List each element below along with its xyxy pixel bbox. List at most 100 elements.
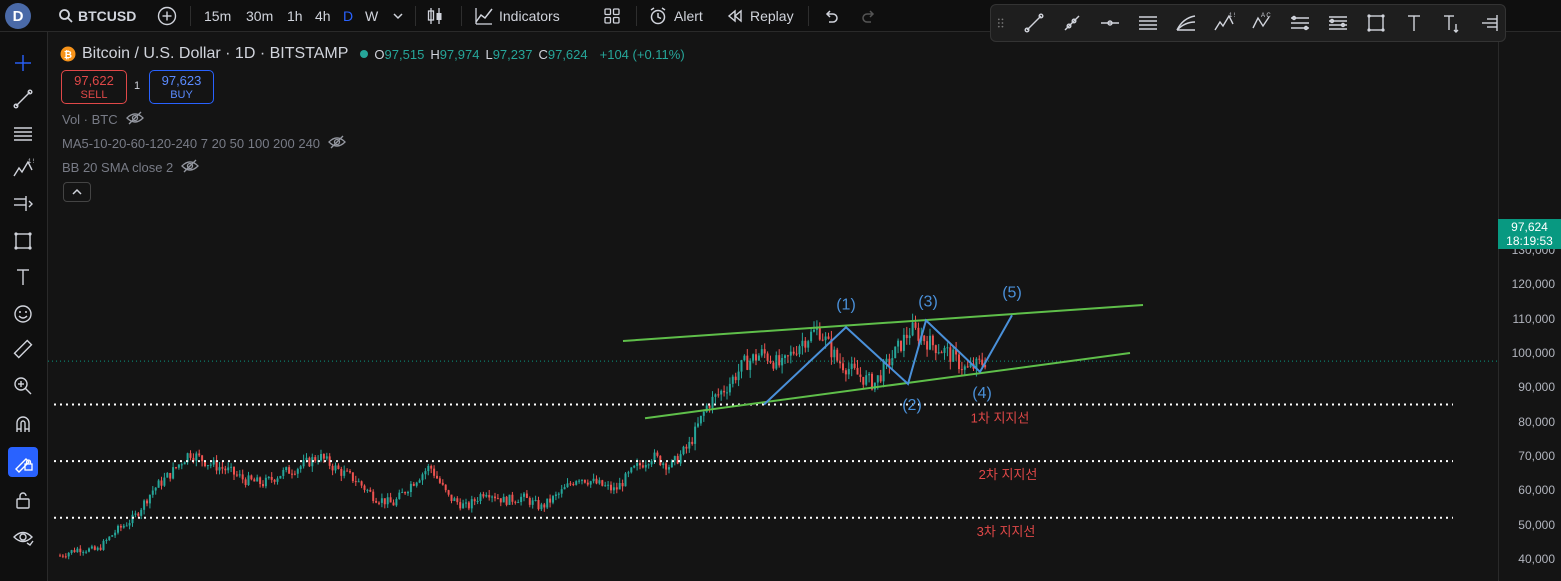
candle-body <box>740 360 743 372</box>
sidebar-tool-trend-line[interactable] <box>8 84 38 114</box>
draw-tool-pitchfork[interactable] <box>1173 10 1199 36</box>
sell-button[interactable]: 97,622 SELL <box>61 70 127 104</box>
symbol-title[interactable]: Bitcoin / U.S. Dollar · 1D · BITSTAMP <box>82 45 349 62</box>
interval-1h[interactable]: 1h <box>287 8 303 24</box>
candle-body <box>215 460 218 471</box>
candle-body <box>456 498 459 503</box>
user-avatar[interactable]: D <box>5 3 31 29</box>
sidebar-tool-crosshair[interactable] <box>8 48 38 78</box>
price-tick: 120,000 <box>1511 277 1555 292</box>
draw-tool-trend-line[interactable] <box>1021 10 1047 36</box>
eye-hidden-icon[interactable] <box>328 135 346 152</box>
indicator-volume[interactable]: Vol · BTC <box>62 111 144 128</box>
candle-body <box>615 487 618 490</box>
candle-body <box>459 502 462 509</box>
candle-body <box>595 478 598 484</box>
candle-body <box>737 371 740 381</box>
draw-tool-drag-handle[interactable] <box>993 10 1009 36</box>
undo-button[interactable] <box>822 0 840 32</box>
candle-body <box>946 347 949 349</box>
candle-body <box>465 502 467 504</box>
candle-body <box>259 477 262 485</box>
chart-canvas[interactable]: 1차 지지선 2차 지지선 3차 지지선 (1) (2) (3) (4) (5) <box>48 32 1498 581</box>
candle-body <box>247 475 250 485</box>
channel-lower-line[interactable] <box>644 352 1131 420</box>
candle-body <box>363 485 366 490</box>
price-tick: 80,000 <box>1518 414 1555 429</box>
lock-icon <box>16 492 30 509</box>
candle-body <box>627 472 630 474</box>
sidebar-tool-fib[interactable] <box>8 119 38 149</box>
add-compare-button[interactable] <box>157 0 177 32</box>
draw-tool-parallel-channel[interactable] <box>1135 10 1161 36</box>
indicator-bb[interactable]: BB 20 SMA close 2 <box>62 159 200 176</box>
candle-body <box>801 340 804 347</box>
zoom-in-icon <box>14 377 32 395</box>
sidebar-tool-ruler[interactable] <box>8 334 38 364</box>
interval-4h[interactable]: 4h <box>315 8 331 24</box>
indicator-ma[interactable]: MA5-10-20-60-120-240 7 20 50 100 200 240 <box>62 135 346 152</box>
candle-body <box>978 358 981 360</box>
interval-30m[interactable]: 30m <box>246 8 274 24</box>
draw-tool-text-note[interactable] <box>1439 10 1465 36</box>
candle-body <box>607 484 610 486</box>
replay-button[interactable]: Replay <box>726 0 794 32</box>
candle-body <box>728 383 731 393</box>
candle-body <box>117 525 119 533</box>
candle-body <box>549 498 552 503</box>
channel-upper-line[interactable] <box>622 303 1144 343</box>
collapse-legend-button[interactable] <box>63 182 91 202</box>
interval-w[interactable]: W <box>365 8 379 24</box>
candle-body <box>560 489 563 494</box>
sidebar-tool-stay-drawing[interactable] <box>8 447 38 477</box>
draw-tool-horizontal-ray[interactable] <box>1097 10 1123 36</box>
candle-body <box>775 355 778 369</box>
draw-tool-rectangle[interactable] <box>1363 10 1389 36</box>
sidebar-tool-elliott-wave[interactable]: 1 5 <box>8 154 38 184</box>
candle-body <box>572 484 575 486</box>
interval-d[interactable]: D <box>343 8 354 24</box>
indicators-button[interactable]: Indicators <box>474 0 560 32</box>
redo-button[interactable] <box>860 0 878 32</box>
draw-tool-fib-retracement[interactable] <box>1287 10 1313 36</box>
interval-15m[interactable]: 15m <box>204 8 232 24</box>
candle-body <box>209 464 212 466</box>
candle-body <box>688 441 691 449</box>
chart-type-button[interactable] <box>425 0 445 32</box>
sidebar-tool-rectangle[interactable] <box>8 226 38 256</box>
alert-button[interactable]: Alert <box>648 0 703 32</box>
indicator-label: Vol · BTC <box>62 112 118 127</box>
sidebar-tool-lock[interactable] <box>8 485 38 515</box>
sidebar-tool-text[interactable] <box>8 262 38 292</box>
price-tick: 40,000 <box>1518 552 1555 566</box>
draw-tool-abcd-pattern[interactable]: A C <box>1249 10 1275 36</box>
candle-body <box>929 335 931 350</box>
draw-tool-ray[interactable] <box>1059 10 1085 36</box>
draw-tool-elliott-wave[interactable]: 1 5 <box>1211 10 1237 36</box>
symbol-search[interactable]: BTCUSD <box>58 0 136 32</box>
sidebar-tool-zoom-in[interactable] <box>8 371 38 401</box>
horizontal-ray-icon <box>1101 20 1119 26</box>
buy-button[interactable]: 97,623 BUY <box>149 70 214 104</box>
price-axis[interactable]: 130,000 120,000 110,000 100,000 90,000 80,000… <box>1498 32 1561 581</box>
candle-body <box>264 477 267 487</box>
sidebar-tool-long-position[interactable] <box>8 189 38 219</box>
candle-body <box>485 494 488 497</box>
draw-tool-anchored-vwap[interactable] <box>1477 10 1503 36</box>
candle-body <box>778 355 781 366</box>
draw-tool-text[interactable] <box>1401 10 1427 36</box>
eye-hidden-icon[interactable] <box>181 159 200 176</box>
candle-body <box>325 456 328 459</box>
candle-body <box>641 465 644 468</box>
draw-tool-fib-extension[interactable] <box>1325 10 1351 36</box>
elliott-wave-line[interactable] <box>763 314 1013 406</box>
candle-body <box>128 523 131 526</box>
support-line-label: 2차 지지선 <box>979 467 1038 482</box>
sidebar-tool-magnet[interactable] <box>8 410 38 440</box>
sidebar-tool-eye[interactable] <box>8 522 38 552</box>
sidebar-tool-emoji[interactable] <box>8 299 38 329</box>
layouts-button[interactable] <box>603 0 621 32</box>
interval-dropdown[interactable] <box>392 0 404 32</box>
eye-hidden-icon[interactable] <box>125 111 144 128</box>
parallel-channel-icon <box>1139 16 1157 30</box>
